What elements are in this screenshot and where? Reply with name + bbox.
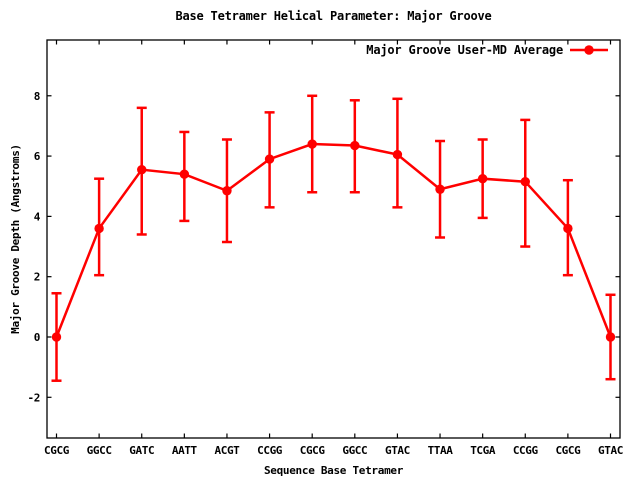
data-point	[307, 139, 317, 149]
x-tick-label: GTAC	[385, 444, 410, 457]
x-tick-labels: CGCG GGCC GATC AATT ACGT CCGG CGCG GGCC GTAC TTAA…	[44, 444, 623, 457]
x-tick-label: TTAA	[428, 444, 454, 457]
y-tick-label: 6	[34, 150, 41, 163]
legend: Major Groove User-MD Average	[366, 43, 608, 57]
y-tick-labels: -2 0 2 4 6 8	[28, 90, 42, 405]
data-point	[520, 177, 530, 187]
plot-border	[46, 39, 621, 439]
data-point	[435, 184, 445, 194]
x-axis-title: Sequence Base Tetramer	[264, 464, 404, 477]
data-point	[605, 332, 616, 342]
x-tick-label: CGCG	[44, 444, 70, 457]
x-tick-label: GTAC	[598, 444, 623, 457]
data-series	[51, 94, 616, 382]
x-tick-label: ACGT	[215, 444, 241, 457]
axis-ticks	[47, 40, 620, 438]
legend-sample-marker-icon	[584, 45, 594, 55]
x-tick-label: AATT	[172, 444, 198, 457]
data-point	[222, 186, 232, 196]
y-tick-label: -2	[28, 391, 40, 404]
x-tick-label: GATC	[129, 444, 154, 457]
legend-label: Major Groove User-MD Average	[366, 43, 563, 57]
y-tick-label: 2	[34, 271, 40, 284]
x-tick-label: GGCC	[87, 444, 112, 457]
chart-title: Base Tetramer Helical Parameter: Major G…	[175, 9, 491, 23]
x-tick-label: CCGG	[257, 444, 283, 457]
data-point	[477, 173, 488, 184]
data-point	[264, 154, 275, 164]
x-tick-label: GGCC	[342, 444, 367, 457]
x-tick-label: CGCG	[300, 444, 326, 457]
x-tick-label: CGCG	[555, 444, 581, 457]
data-point	[51, 332, 62, 342]
x-tick-label: CCGG	[513, 444, 539, 457]
data-point	[350, 140, 360, 151]
y-tick-label: 8	[34, 90, 40, 103]
y-tick-label: 0	[34, 331, 40, 344]
data-point	[137, 164, 147, 175]
series-line	[55, 142, 612, 338]
y-tick-label: 4	[34, 210, 41, 223]
y-axis-title: Major Groove Depth (Angstroms)	[9, 144, 22, 334]
data-point	[392, 149, 403, 160]
data-point	[94, 223, 104, 234]
x-tick-label: TCGA	[470, 444, 496, 457]
data-point	[563, 223, 573, 234]
data-point	[179, 169, 190, 179]
